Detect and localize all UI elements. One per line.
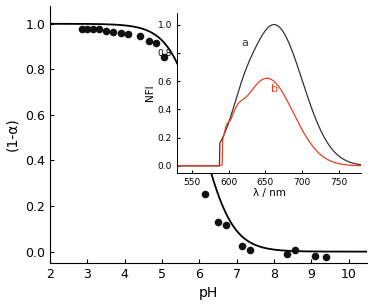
Point xyxy=(178,90,184,95)
Point xyxy=(312,254,318,259)
Point xyxy=(137,34,142,39)
Point xyxy=(284,252,290,256)
Point xyxy=(118,31,124,35)
Y-axis label: (1-α): (1-α) xyxy=(6,118,19,151)
Point xyxy=(84,27,90,32)
Point xyxy=(161,54,167,59)
Point xyxy=(185,124,191,129)
Point xyxy=(103,28,109,33)
Point xyxy=(247,248,253,253)
Point xyxy=(215,220,221,225)
Point xyxy=(95,27,101,32)
Point xyxy=(153,41,159,46)
Point xyxy=(223,223,229,228)
Point xyxy=(292,248,298,253)
Point xyxy=(202,191,208,196)
Point xyxy=(323,255,329,260)
Point xyxy=(125,32,131,36)
Point xyxy=(194,158,200,163)
X-axis label: pH: pH xyxy=(199,286,218,300)
Point xyxy=(110,29,116,34)
Point xyxy=(90,27,96,32)
Point xyxy=(79,27,85,32)
Point xyxy=(146,39,152,43)
Point xyxy=(239,244,245,248)
